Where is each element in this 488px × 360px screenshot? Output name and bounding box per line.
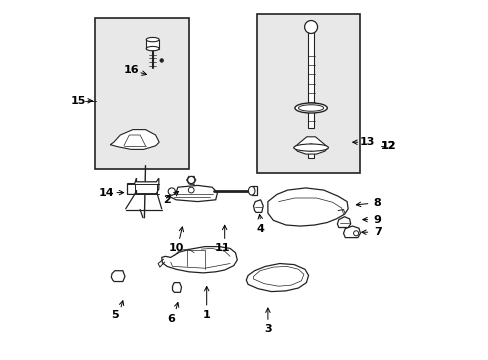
Circle shape xyxy=(304,21,317,33)
Text: 5: 5 xyxy=(111,310,119,320)
Text: 6: 6 xyxy=(166,314,174,324)
Text: 10: 10 xyxy=(168,243,183,253)
Polygon shape xyxy=(246,264,308,292)
Text: 7: 7 xyxy=(373,227,381,237)
Circle shape xyxy=(187,176,194,184)
Circle shape xyxy=(353,231,358,236)
Ellipse shape xyxy=(248,186,254,195)
Text: 14: 14 xyxy=(99,188,115,198)
Polygon shape xyxy=(251,186,257,195)
Ellipse shape xyxy=(298,105,323,111)
Text: 1: 1 xyxy=(203,310,210,320)
Text: 4: 4 xyxy=(256,224,264,234)
Text: 9: 9 xyxy=(373,215,381,225)
Polygon shape xyxy=(172,283,181,292)
Polygon shape xyxy=(127,178,159,194)
Polygon shape xyxy=(162,247,237,273)
Text: 2: 2 xyxy=(163,195,171,205)
Circle shape xyxy=(168,188,175,195)
Text: 16: 16 xyxy=(123,65,139,75)
Ellipse shape xyxy=(294,103,326,113)
Polygon shape xyxy=(307,148,313,158)
Text: 12: 12 xyxy=(380,141,395,151)
Polygon shape xyxy=(267,188,347,226)
Text: 11: 11 xyxy=(215,243,230,253)
Circle shape xyxy=(307,144,314,151)
Polygon shape xyxy=(110,130,159,149)
Ellipse shape xyxy=(293,144,328,151)
Polygon shape xyxy=(111,271,125,282)
Polygon shape xyxy=(253,200,263,212)
Polygon shape xyxy=(307,29,313,128)
Bar xyxy=(257,14,359,173)
Text: 8: 8 xyxy=(373,198,381,208)
Text: 3: 3 xyxy=(264,324,271,334)
Polygon shape xyxy=(146,40,159,49)
Polygon shape xyxy=(343,226,360,238)
Bar xyxy=(95,18,188,169)
Circle shape xyxy=(160,59,163,62)
Polygon shape xyxy=(293,137,328,154)
Text: 15: 15 xyxy=(70,96,86,106)
Ellipse shape xyxy=(146,37,159,42)
Text: 12: 12 xyxy=(380,141,395,151)
Text: 13: 13 xyxy=(359,137,374,147)
Circle shape xyxy=(188,187,194,193)
Polygon shape xyxy=(337,217,350,228)
Polygon shape xyxy=(166,185,217,202)
Ellipse shape xyxy=(146,46,159,51)
